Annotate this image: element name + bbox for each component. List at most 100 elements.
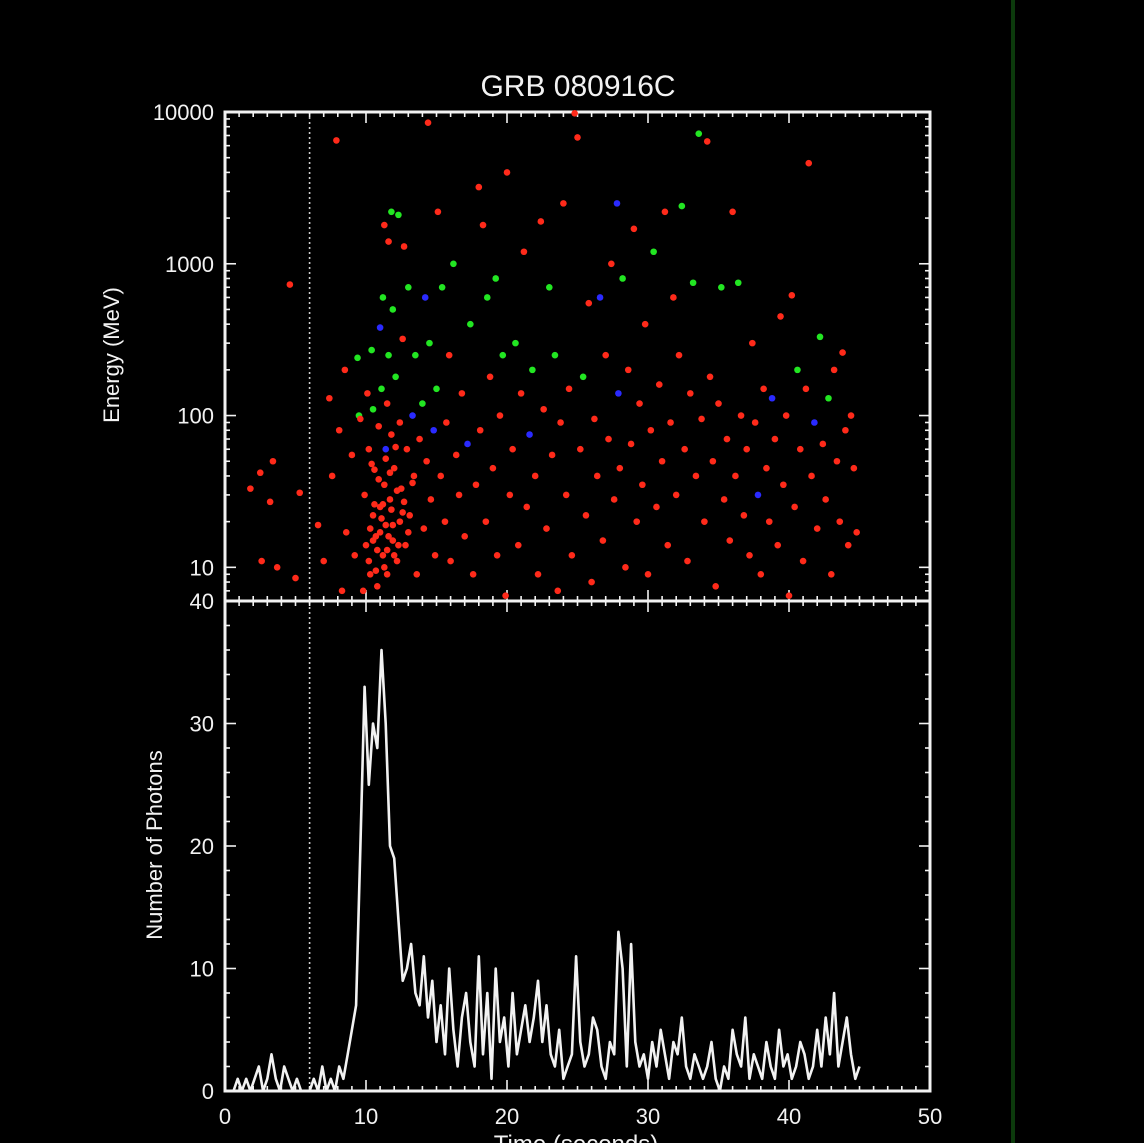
red-photon-point: [437, 472, 445, 480]
red-photon-point: [828, 570, 835, 578]
x-tick-label: 40: [777, 1104, 801, 1129]
red-photon-point: [375, 422, 382, 430]
red-photon-point: [351, 552, 359, 559]
red-photon-point: [371, 501, 378, 508]
red-photon-point: [822, 496, 829, 503]
red-photon-point: [746, 552, 753, 559]
red-photon-point: [785, 592, 793, 600]
x-tick-label: 20: [495, 1104, 519, 1129]
red-photon-point: [726, 537, 734, 544]
scatter-points: [247, 110, 860, 600]
green-photon-point: [395, 211, 402, 219]
red-photon-point: [520, 248, 528, 256]
red-photon-point: [403, 445, 411, 453]
red-photon-point: [799, 557, 807, 565]
red-photon-point: [819, 440, 827, 448]
scatter-frame: [223, 110, 932, 603]
red-photon-point: [469, 570, 477, 578]
red-photon-point: [655, 381, 663, 388]
red-photon-point: [388, 506, 395, 513]
green-photon-point: [689, 279, 697, 287]
red-photon-point: [661, 208, 669, 216]
red-photon-point: [602, 351, 609, 359]
red-photon-point: [385, 533, 392, 540]
red-photon-point: [757, 570, 765, 578]
red-photon-point: [593, 472, 601, 480]
red-photon-point: [523, 503, 531, 511]
red-photon-point: [692, 472, 700, 480]
red-photon-point: [420, 525, 428, 532]
red-photon-point: [455, 491, 463, 499]
red-photon-point: [382, 455, 390, 462]
lightcurve-y-axis-label: Number of Photons: [142, 750, 167, 940]
red-photon-point: [393, 557, 401, 565]
light-curve-line: [225, 648, 861, 1093]
red-photon-point: [292, 574, 299, 582]
red-photon-point: [413, 570, 421, 578]
red-photon-point: [557, 419, 564, 426]
red-photon-point: [479, 221, 487, 229]
green-photon-point: [368, 346, 375, 354]
green-photon-point: [405, 283, 412, 291]
red-photon-point: [326, 394, 333, 402]
red-photon-point: [701, 518, 708, 525]
green-photon-point: [433, 385, 440, 393]
red-photon-point: [633, 518, 641, 525]
red-photon-point: [653, 503, 660, 511]
green-photon-point: [392, 373, 399, 381]
red-photon-point: [763, 464, 770, 472]
red-photon-point: [537, 218, 545, 225]
red-photon-point: [534, 570, 542, 578]
red-photon-point: [599, 537, 607, 544]
red-photon-point: [359, 587, 367, 595]
red-photon-point: [396, 518, 404, 525]
red-photon-point: [366, 525, 374, 532]
red-photon-point: [379, 501, 387, 508]
red-photon-point: [441, 518, 449, 525]
red-photon-point: [554, 587, 562, 595]
red-photon-point: [368, 460, 375, 468]
red-photon-point: [379, 552, 387, 559]
red-photon-point: [386, 469, 394, 477]
green-photon-point: [551, 351, 559, 359]
red-photon-point: [296, 489, 304, 497]
red-photon-point: [531, 472, 539, 480]
red-photon-point: [627, 440, 635, 448]
red-photon-point: [780, 481, 787, 489]
red-photon-point: [743, 445, 750, 453]
photons-tick-label: 20: [190, 834, 214, 859]
red-photon-point: [383, 400, 391, 407]
green-photon-point: [695, 130, 703, 137]
red-photon-point: [502, 592, 509, 600]
red-photon-point: [402, 541, 409, 549]
red-photon-point: [681, 445, 688, 453]
red-photon-point: [386, 496, 394, 503]
blue-photon-point: [754, 491, 762, 499]
blue-photon-point: [409, 412, 416, 419]
red-photon-point: [458, 390, 466, 397]
green-photon-point: [579, 373, 587, 381]
red-photon-point: [395, 541, 402, 549]
red-photon-point: [687, 390, 694, 397]
red-photon-point: [802, 385, 810, 393]
red-photon-point: [357, 415, 364, 423]
red-photon-point: [850, 464, 858, 472]
red-photon-point: [568, 552, 576, 559]
red-photon-point: [585, 299, 593, 307]
lightcurve-frame: [223, 599, 932, 1093]
red-photon-point: [409, 479, 416, 487]
red-photon-point: [548, 451, 556, 459]
green-photon-point: [734, 279, 742, 287]
red-photon-point: [381, 481, 388, 489]
red-photon-point: [706, 373, 714, 381]
red-photon-point: [729, 208, 736, 216]
green-photon-point: [483, 294, 491, 301]
red-photon-point: [839, 349, 846, 356]
red-photon-point: [486, 373, 494, 381]
red-photon-point: [366, 570, 374, 578]
red-photon-point: [375, 476, 382, 483]
red-photon-point: [709, 457, 717, 465]
red-photon-point: [782, 412, 790, 419]
red-photon-point: [372, 567, 380, 575]
red-photon-point: [314, 521, 322, 529]
